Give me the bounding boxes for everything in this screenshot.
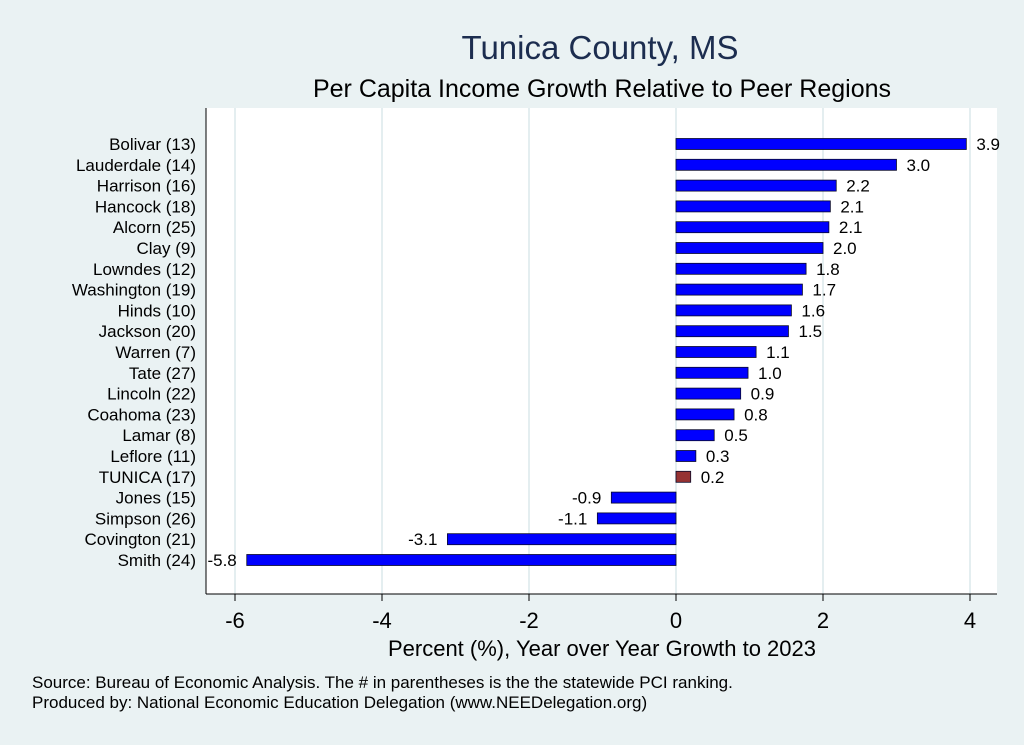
value-label: -3.1 [408,530,437,549]
chart-title: Tunica County, MS [462,29,739,66]
bar [675,346,757,358]
bar [596,512,677,525]
produced-by-note: Produced by: National Economic Education… [32,693,648,712]
bar [610,491,677,504]
category-label: Alcorn (25) [113,218,196,237]
category-label: Harrison (16) [97,177,196,196]
value-label: 3.0 [907,156,931,175]
x-tick-label: -4 [372,608,392,633]
category-label: Jackson (20) [99,322,196,341]
bar [675,450,697,462]
value-label: -1.1 [558,509,587,528]
value-label: 1.1 [766,343,790,362]
category-label: Lincoln (22) [107,385,196,404]
value-label: 1.7 [812,281,836,300]
category-label: Washington (19) [72,281,196,300]
category-label: Lauderdale (14) [76,156,196,175]
value-label: 1.0 [758,364,782,383]
category-label: Coahoma (23) [87,405,196,424]
source-note: Source: Bureau of Economic Analysis. The… [32,673,733,692]
value-labels: 3.93.02.22.12.12.01.81.71.61.51.11.00.90… [207,135,1000,570]
x-tick-label: 4 [964,608,976,633]
category-label: Clay (9) [136,239,196,258]
bar [246,554,677,566]
bar [675,242,824,254]
bar [675,200,831,213]
value-label: 2.1 [840,197,864,216]
bar [675,179,837,192]
category-label: Warren (7) [115,343,196,362]
value-label: 3.9 [976,135,1000,154]
value-label: 1.6 [801,301,825,320]
category-label: Covington (21) [84,530,196,549]
value-label: 2.0 [833,239,857,258]
value-label: -0.9 [572,489,601,508]
value-label: 1.5 [798,322,822,341]
value-label: 2.1 [839,218,863,237]
x-tick-label: -2 [519,608,539,633]
bar [675,325,789,338]
x-ticks: -6 -4 -2 0 2 4 [225,594,976,633]
bar-chart: Bolivar (13) Lauderdale (14) Harrison (16)… [72,29,1000,661]
category-label: TUNICA (17) [99,468,196,487]
bar [675,304,792,317]
bar [675,283,803,296]
value-label: 0.9 [751,385,775,404]
x-tick-label: 0 [670,608,682,633]
bar [675,387,742,400]
category-label: Bolivar (13) [109,135,196,154]
category-label: Hinds (10) [118,301,196,320]
category-label: Lowndes (12) [93,260,196,279]
category-label: Tate (27) [129,364,196,383]
category-label: Jones (15) [116,489,196,508]
bar [675,138,967,150]
bar [675,158,897,171]
bar [675,221,830,234]
bar-highlight [675,470,692,483]
category-label: Smith (24) [118,551,196,570]
value-label: 2.2 [846,177,870,196]
bar [675,429,715,442]
category-label: Leflore (11) [110,447,196,466]
x-tick-label: 2 [817,608,829,633]
value-label: 0.3 [706,447,730,466]
bar [675,408,735,421]
bars [246,138,967,566]
bar [675,262,807,275]
category-label: Hancock (18) [95,197,196,216]
category-label: Simpson (26) [95,509,196,528]
category-labels: Bolivar (13) Lauderdale (14) Harrison (16)… [72,135,196,570]
value-label: 1.8 [816,260,840,279]
bar [447,533,677,546]
value-label: 0.8 [744,405,768,424]
category-label: Lamar (8) [122,426,196,445]
x-axis-title: Percent (%), Year over Year Growth to 20… [388,636,816,661]
value-label: 0.2 [701,468,725,487]
value-label: -5.8 [207,551,236,570]
chart-subtitle: Per Capita Income Growth Relative to Pee… [313,75,891,103]
value-label: 0.5 [724,426,748,445]
bar [675,366,749,379]
x-tick-label: -6 [225,608,245,633]
